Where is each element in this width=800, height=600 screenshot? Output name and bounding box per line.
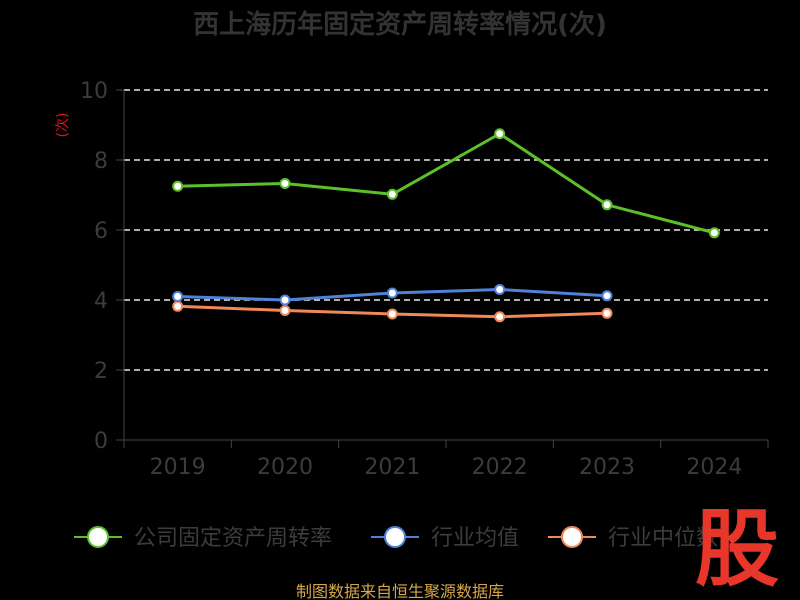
- legend-label: 公司固定资产周转率: [134, 526, 332, 551]
- data-point[interactable]: [172, 291, 184, 302]
- y-tick-labels: 0 2 4 6 8 10: [80, 79, 108, 454]
- legend-label: 行业均值: [431, 526, 519, 551]
- legend-swatch-marker: [87, 526, 109, 548]
- gridlines: [124, 89, 768, 371]
- axes: [116, 89, 769, 448]
- data-point[interactable]: [708, 227, 720, 239]
- legend-swatch-marker: [384, 526, 406, 548]
- y-tick-label: 6: [94, 219, 108, 244]
- x-tick-label: 2020: [257, 455, 313, 480]
- brand-logo-mark: 股: [695, 500, 779, 598]
- data-point[interactable]: [386, 287, 398, 299]
- x-tick-label: 2021: [364, 455, 420, 480]
- legend-item[interactable]: 行业中位数: [548, 526, 718, 551]
- data-source-note: 制图数据来自恒生聚源数据库: [296, 582, 504, 600]
- data-point[interactable]: [601, 307, 613, 319]
- data-point[interactable]: [494, 284, 506, 295]
- data-point[interactable]: [601, 290, 613, 302]
- legend-swatch-marker: [561, 526, 583, 548]
- legend-item[interactable]: 行业均值: [371, 526, 519, 551]
- legend[interactable]: 公司固定资产周转率 行业均值 行业中位数: [74, 526, 718, 551]
- legend-label: 行业中位数: [608, 526, 718, 551]
- data-point[interactable]: [494, 311, 506, 323]
- series-line: [176, 132, 716, 235]
- y-tick-label: 4: [94, 289, 108, 314]
- series-lines: [172, 128, 720, 323]
- x-tick-label: 2024: [686, 455, 742, 480]
- chart-title: 西上海历年固定资产周转率情况(次): [193, 9, 607, 40]
- data-point[interactable]: [494, 128, 506, 140]
- x-tick-labels: 2019 2020 2021 2022 2023 2024: [150, 455, 743, 480]
- x-tick-label: 2023: [579, 455, 635, 480]
- x-tick-label: 2019: [150, 455, 206, 480]
- data-point[interactable]: [279, 177, 291, 189]
- data-point[interactable]: [172, 180, 184, 192]
- y-tick-label: 2: [94, 359, 108, 384]
- data-point[interactable]: [386, 308, 398, 320]
- y-axis-unit-label: (次): [55, 113, 71, 138]
- legend-item[interactable]: 公司固定资产周转率: [74, 526, 332, 551]
- data-point[interactable]: [279, 294, 291, 306]
- y-tick-label: 0: [94, 429, 108, 454]
- x-tick-label: 2022: [472, 455, 528, 480]
- y-tick-label: 10: [80, 79, 108, 104]
- data-point[interactable]: [386, 188, 398, 200]
- data-point[interactable]: [279, 305, 291, 316]
- data-point[interactable]: [601, 199, 613, 211]
- y-tick-label: 8: [94, 149, 108, 174]
- data-point[interactable]: [172, 300, 184, 312]
